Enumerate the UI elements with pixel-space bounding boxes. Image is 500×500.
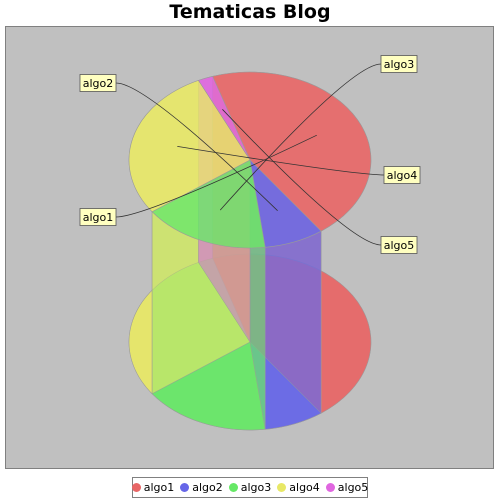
label-box-algo2: [79, 74, 117, 92]
slice-label-algo4: algo4: [387, 169, 418, 182]
legend-label-algo5: algo5: [337, 481, 369, 494]
legend-label-algo4: algo4: [289, 481, 320, 494]
legend-swatch-algo4: [277, 483, 287, 492]
legend-swatch-algo2: [180, 483, 190, 492]
slice-label-algo2: algo2: [83, 77, 114, 90]
leader-line-algo5: [222, 109, 382, 246]
label-box-algo3: [380, 55, 418, 73]
legend-swatch-algo5: [325, 483, 335, 492]
leader-line-algo1: [115, 134, 317, 218]
slice-algo4: [128, 80, 251, 213]
legend-item-algo5: algo5: [325, 481, 369, 494]
leader-line-algo2: [115, 82, 278, 211]
legend-label-algo1: algo1: [143, 481, 175, 494]
slice-label-algo1: algo1: [83, 211, 114, 224]
legend-swatch-algo3: [228, 483, 238, 492]
slice-label-algo5: algo5: [384, 239, 415, 252]
legend-item-algo4: algo4: [277, 481, 320, 494]
legend-item-algo2: algo2: [180, 481, 223, 494]
slice-algo3: [151, 159, 266, 249]
legend-label-algo2: algo2: [192, 481, 223, 494]
slice-label-algo3: algo3: [384, 58, 415, 71]
legend-item-algo3: algo3: [228, 481, 272, 494]
label-box-algo5: [380, 236, 418, 254]
leader-line-algo3: [219, 63, 382, 211]
chart-title: Tematicas Blog: [169, 1, 331, 23]
leader-line-algo4: [177, 146, 385, 176]
legend-item-algo1: algo1: [131, 481, 175, 494]
label-box-algo1: [79, 208, 117, 226]
label-box-algo4: [383, 166, 421, 184]
legend: algo1 algo2 algo3 algo4 algo5: [131, 477, 369, 498]
slice-algo5: [198, 75, 251, 161]
legend-label-algo3: algo3: [240, 481, 272, 494]
slice-algo1: [212, 71, 372, 232]
legend-swatch-algo1: [131, 483, 141, 492]
